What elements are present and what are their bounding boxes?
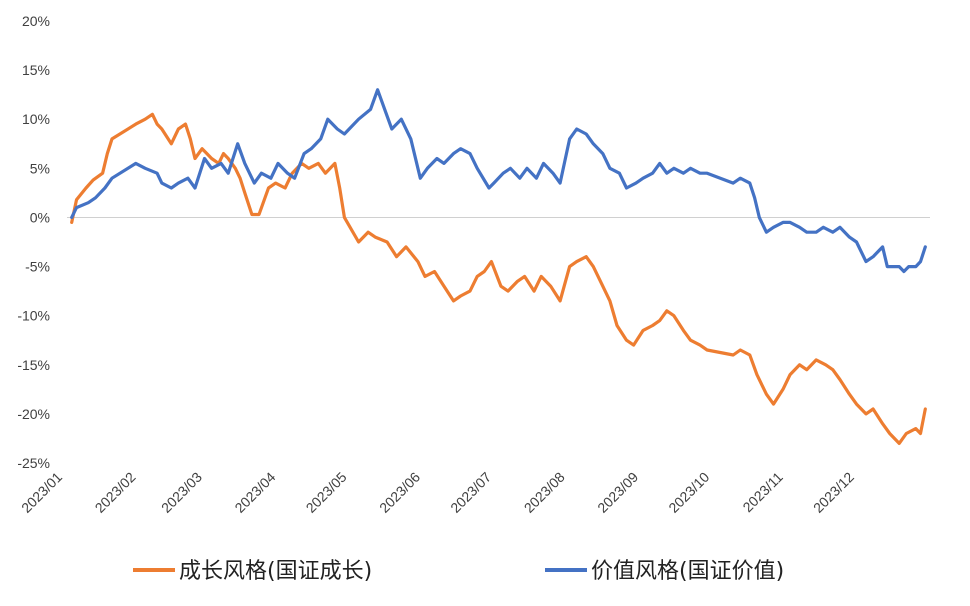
y-tick-label: -5% — [25, 259, 50, 275]
legend-label: 成长风格(国证成长) — [179, 559, 372, 584]
x-tick-label: 2023/01 — [18, 469, 65, 516]
series-layer — [70, 88, 927, 445]
y-tick-label: 5% — [30, 160, 50, 176]
legend-label: 价值风格(国证价值) — [591, 559, 784, 584]
x-tick-label: 2023/09 — [594, 469, 641, 516]
x-tick-label: 2023/07 — [447, 469, 494, 516]
y-tick-label: -25% — [17, 455, 50, 471]
series-line-1 — [70, 112, 927, 445]
x-tick-label: 2023/06 — [376, 469, 423, 516]
x-tick-label: 2023/12 — [810, 469, 857, 516]
x-tick-label: 2023/02 — [92, 469, 139, 516]
x-tick-label: 2023/08 — [521, 469, 568, 516]
series-line-2 — [70, 88, 927, 274]
x-tick-label: 2023/03 — [158, 469, 205, 516]
y-tick-label: 0% — [30, 209, 50, 225]
y-tick-label: 15% — [22, 62, 50, 78]
y-tick-label: 10% — [22, 111, 50, 127]
x-tick-label: 2023/04 — [231, 469, 278, 516]
y-tick-label: -15% — [17, 357, 50, 373]
x-tick-label: 2023/11 — [739, 469, 786, 516]
y-axis: 20% 15% 10% 5% 0% -5% -10% -15% -20% -25% — [17, 13, 50, 471]
x-tick-label: 2023/10 — [665, 469, 712, 516]
y-tick-label: 20% — [22, 13, 50, 29]
legend: 成长风格(国证成长) 价值风格(国证价值) — [133, 559, 784, 584]
x-axis: 2023/01 2023/02 2023/03 2023/04 2023/05 2023/… — [18, 469, 857, 516]
y-tick-label: -20% — [17, 406, 50, 422]
x-tick-label: 2023/05 — [303, 469, 350, 516]
y-tick-label: -10% — [17, 308, 50, 324]
